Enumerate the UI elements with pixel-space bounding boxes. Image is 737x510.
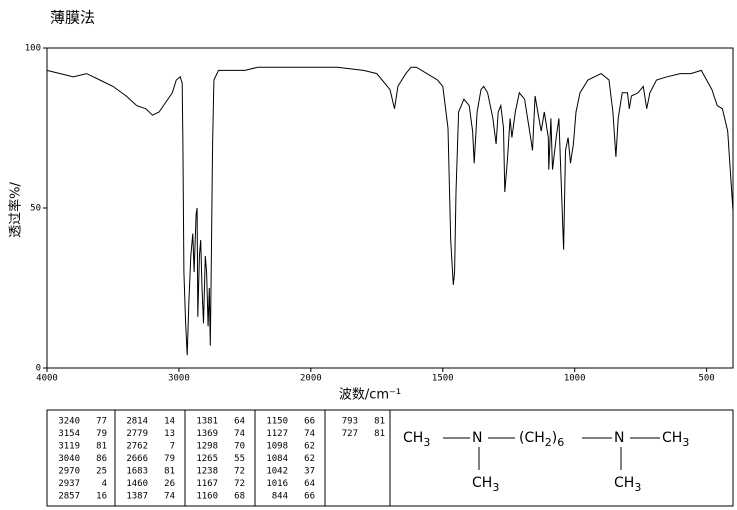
structure-group: N	[614, 430, 624, 446]
peak-wavenumber: 1150	[266, 417, 288, 427]
peak-wavenumber: 1016	[266, 479, 288, 489]
peak-wavenumber: 2970	[58, 467, 80, 477]
peak-wavenumber: 3240	[58, 417, 80, 427]
peak-transmittance: 86	[96, 454, 107, 464]
peak-transmittance: 55	[234, 454, 245, 464]
structure-group: N	[472, 430, 482, 446]
peak-wavenumber: 1387	[126, 492, 148, 502]
peak-transmittance: 16	[96, 492, 107, 502]
peak-wavenumber: 1238	[196, 467, 218, 477]
peak-transmittance: 66	[304, 417, 315, 427]
peak-transmittance: 74	[304, 429, 315, 439]
spectrum-line	[46, 66, 734, 356]
peak-transmittance: 81	[374, 417, 385, 427]
peak-transmittance: 68	[234, 492, 245, 502]
peak-wavenumber: 1084	[266, 454, 288, 464]
peak-transmittance: 7	[170, 442, 175, 452]
peak-transmittance: 70	[234, 442, 245, 452]
peak-transmittance: 66	[304, 492, 315, 502]
peak-wavenumber: 727	[342, 429, 358, 439]
peak-transmittance: 74	[234, 429, 245, 439]
peak-wavenumber: 1127	[266, 429, 288, 439]
peak-wavenumber: 1298	[196, 442, 218, 452]
structure-group: CH3	[472, 475, 499, 494]
peak-transmittance: 62	[304, 442, 315, 452]
peak-wavenumber: 2937	[58, 479, 80, 489]
structure-group: CH3	[614, 475, 641, 494]
peak-transmittance: 79	[96, 429, 107, 439]
peak-wavenumber: 3119	[58, 442, 80, 452]
peak-transmittance: 79	[164, 454, 175, 464]
x-tick-label: 1500	[432, 374, 454, 384]
peak-transmittance: 77	[96, 417, 107, 427]
peak-wavenumber: 844	[272, 492, 288, 502]
x-tick-label: 3000	[168, 374, 190, 384]
y-tick-label: 0	[36, 364, 41, 374]
peak-wavenumber: 3040	[58, 454, 80, 464]
structure-bonds	[443, 437, 660, 470]
y-axis-label: 透过率%/	[8, 182, 24, 238]
structure-group: (CH2)6	[519, 430, 564, 449]
peak-wavenumber: 2666	[126, 454, 148, 464]
peak-transmittance: 4	[102, 479, 107, 489]
structure-group: CH3	[662, 430, 689, 449]
peak-wavenumber: 1265	[196, 454, 218, 464]
peak-wavenumber: 1098	[266, 442, 288, 452]
peak-wavenumber: 1042	[266, 467, 288, 477]
peak-transmittance: 62	[304, 454, 315, 464]
peak-transmittance: 81	[374, 429, 385, 439]
peak-transmittance: 81	[96, 442, 107, 452]
peak-wavenumber: 793	[342, 417, 358, 427]
peak-transmittance: 37	[304, 467, 315, 477]
peak-wavenumber: 2857	[58, 492, 80, 502]
peak-transmittance: 72	[234, 479, 245, 489]
peak-wavenumber: 1167	[196, 479, 218, 489]
peak-wavenumber: 2814	[126, 417, 148, 427]
peak-wavenumber: 2779	[126, 429, 148, 439]
peak-wavenumber: 1683	[126, 467, 148, 477]
peak-transmittance: 14	[164, 417, 175, 427]
x-tick-label: 2000	[300, 374, 322, 384]
x-tick-label: 4000	[36, 374, 58, 384]
peak-wavenumber: 1381	[196, 417, 218, 427]
peak-transmittance: 25	[96, 467, 107, 477]
plot-frame	[46, 47, 734, 369]
peak-wavenumber: 1460	[126, 479, 148, 489]
peak-transmittance: 72	[234, 467, 245, 477]
peak-transmittance: 64	[234, 417, 245, 427]
peak-wavenumber: 1369	[196, 429, 218, 439]
x-tick-label: 500	[698, 374, 714, 384]
chart-title: 薄膜法	[50, 9, 95, 27]
peak-wavenumber: 2762	[126, 442, 148, 452]
structure-group: CH3	[403, 430, 430, 449]
y-tick-label: 50	[30, 204, 41, 214]
peak-wavenumber: 1160	[196, 492, 218, 502]
peak-transmittance: 26	[164, 479, 175, 489]
peak-wavenumber: 3154	[58, 429, 80, 439]
peak-transmittance: 13	[164, 429, 175, 439]
peak-transmittance: 64	[304, 479, 315, 489]
x-tick-label: 1000	[564, 374, 586, 384]
peak-transmittance: 81	[164, 467, 175, 477]
x-axis-label: 波数/cm⁻¹	[339, 388, 401, 403]
y-tick-label: 100	[25, 44, 41, 54]
peak-transmittance: 74	[164, 492, 175, 502]
